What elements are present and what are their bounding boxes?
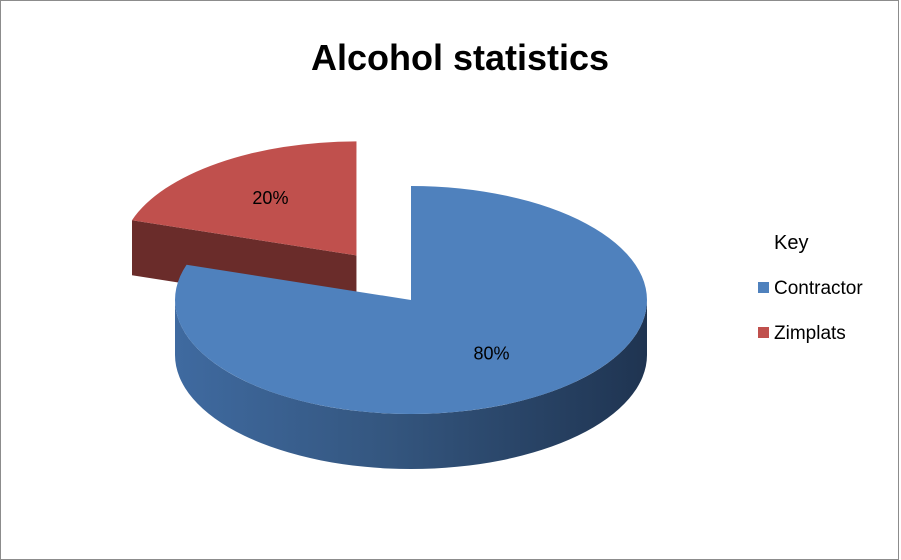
legend-label: Contractor — [774, 278, 863, 299]
legend-item-contractor: Contractor — [758, 278, 863, 299]
legend-swatch — [758, 282, 769, 293]
legend: Key Contractor Zimplats — [758, 232, 863, 344]
slice-top-contractor — [174, 186, 647, 414]
data-label-zimplats: 20% — [252, 188, 288, 208]
legend-title: Key — [774, 232, 808, 254]
slice-top-zimplats — [132, 141, 357, 256]
slice-side-contractor — [175, 300, 647, 469]
data-label-contractor: 80% — [473, 343, 509, 363]
chart-title: Alcohol statistics — [311, 37, 609, 78]
legend-label: Zimplats — [774, 323, 846, 344]
slice-contractor: 80% — [174, 186, 647, 469]
legend-item-zimplats: Zimplats — [758, 323, 846, 344]
pie-chart: Alcohol statistics 20% 80% Key Contractor… — [132, 37, 863, 469]
legend-swatch — [758, 327, 769, 338]
plot-area: 20% 80% — [132, 141, 647, 469]
